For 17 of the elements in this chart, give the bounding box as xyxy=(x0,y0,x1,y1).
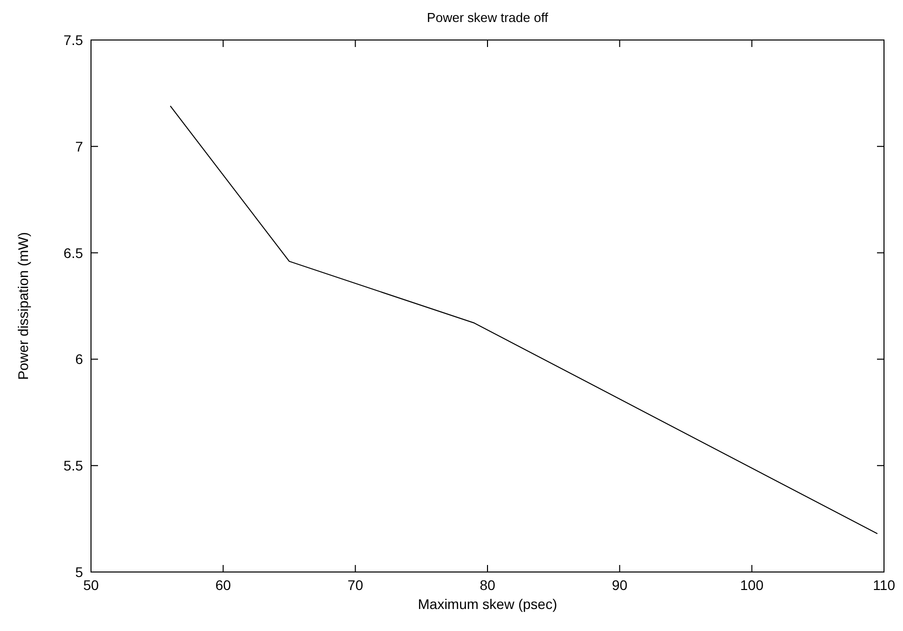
y-tick-label: 6 xyxy=(75,351,84,368)
x-tick-label: 50 xyxy=(83,577,99,593)
line-series xyxy=(170,105,878,534)
y-tick-label: 7.5 xyxy=(64,32,84,48)
y-axis-title: Power dissipation (mW) xyxy=(15,232,31,380)
x-tick-label: 90 xyxy=(612,577,628,593)
x-tick-label: 60 xyxy=(215,577,232,593)
y-tick-label: 5.5 xyxy=(64,458,84,474)
chart-title: Power skew trade off xyxy=(426,10,548,25)
x-tick-label: 110 xyxy=(872,577,896,593)
x-tick-label: 80 xyxy=(480,577,496,593)
x-tick-label: 100 xyxy=(740,577,764,593)
x-tick-label: 70 xyxy=(348,577,364,593)
x-axis-title: Maximum skew (psec) xyxy=(418,596,558,612)
y-tick-label: 5 xyxy=(75,564,84,580)
y-tick-label: 7 xyxy=(75,138,84,154)
y-tick-label: 6.5 xyxy=(64,244,84,261)
